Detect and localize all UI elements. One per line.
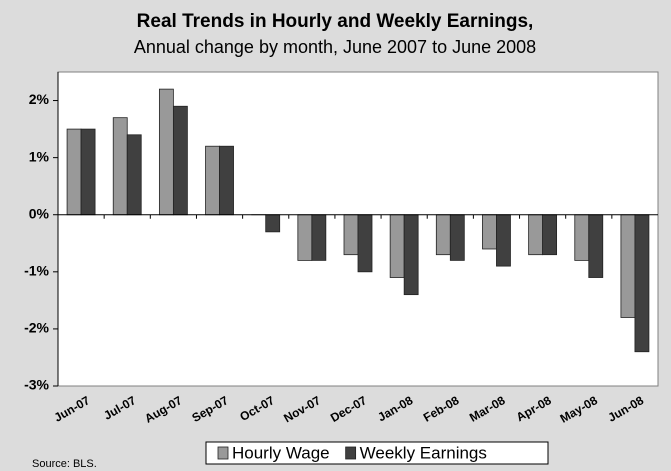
bar <box>357 214 373 273</box>
bar <box>126 134 142 216</box>
bar <box>297 214 313 261</box>
source-note: Source: BLS. <box>32 458 97 470</box>
chart-subtitle: Annual change by month, June 2007 to Jun… <box>134 37 536 57</box>
bar <box>620 214 636 318</box>
bar <box>403 214 419 296</box>
y-tick-label: -3% <box>24 377 49 393</box>
legend-swatch <box>345 446 357 460</box>
legend-label: Weekly Earnings <box>360 443 487 462</box>
bar <box>496 214 511 267</box>
bar <box>311 214 327 261</box>
chart-title: Real Trends in Hourly and Weekly Earning… <box>137 11 534 32</box>
bar <box>219 145 234 216</box>
legend-swatch <box>217 446 229 460</box>
bar <box>158 88 174 216</box>
y-tick-label: 0% <box>29 205 50 221</box>
y-tick-label: -1% <box>24 263 49 279</box>
y-tick-label: 1% <box>29 148 50 164</box>
y-tick-label: -2% <box>24 320 49 336</box>
bar <box>80 128 96 216</box>
bar <box>482 214 497 250</box>
bar <box>588 214 604 278</box>
y-tick-label: 2% <box>29 91 50 107</box>
bar <box>528 214 544 256</box>
legend-label: Hourly Wage <box>232 443 330 462</box>
bar <box>574 214 590 261</box>
bar <box>66 128 82 216</box>
bar <box>112 117 128 216</box>
bar <box>435 214 451 256</box>
bar <box>205 145 220 216</box>
legend: Hourly Wage Weekly Earnings <box>205 441 549 465</box>
bar <box>449 214 465 261</box>
legend-box <box>205 441 549 465</box>
bar <box>542 214 558 256</box>
bar <box>634 214 650 353</box>
bar <box>172 105 188 216</box>
bar <box>265 214 281 233</box>
bar <box>343 214 359 256</box>
bar <box>389 214 405 278</box>
